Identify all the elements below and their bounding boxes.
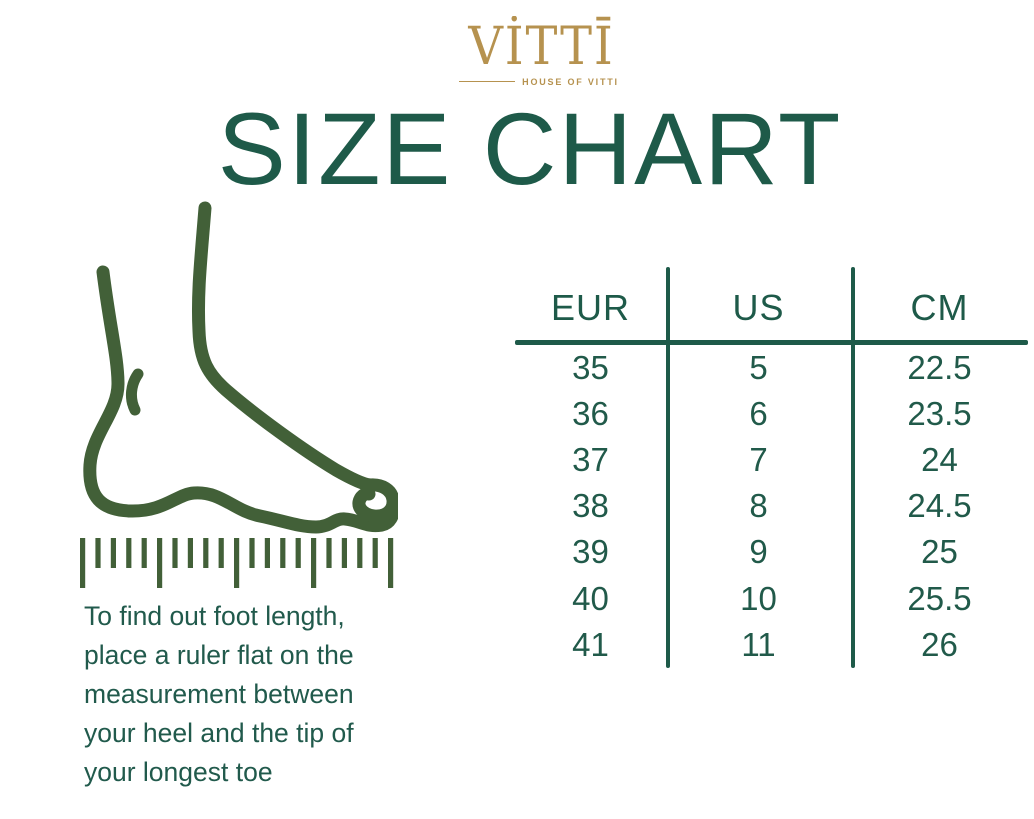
table-cell-cm: 25.5 (907, 579, 972, 617)
tagline-rule (459, 81, 516, 83)
brand-name: VİTTĪ (468, 17, 615, 77)
table-header-us: US (732, 287, 785, 328)
table-divider-right (851, 267, 855, 668)
foot-outline-shin-instep-toe (191, 201, 398, 523)
ankle-mark (125, 368, 144, 416)
table-cell-eur: 41 (572, 625, 609, 663)
table-cell-us: 6 (749, 395, 768, 433)
table-cell-eur: 38 (572, 487, 609, 525)
table-header-cm: CM (910, 287, 969, 328)
table-cell-us: 10 (740, 579, 777, 617)
table-cell-cm: 22.5 (907, 349, 972, 387)
table-cell-eur: 37 (572, 441, 609, 479)
instruction-line: measurement between (84, 679, 354, 709)
table-cell-us: 7 (749, 441, 768, 479)
table-cell-cm: 23.5 (907, 395, 972, 433)
size-table-grid: EUR US CM 35 5 22.5 36 6 23.5 37 7 24 38… (515, 267, 1028, 668)
instruction-line: place a ruler flat on the (84, 640, 354, 670)
table-cell-us: 9 (749, 533, 768, 571)
table-cell-cm: 24 (921, 441, 958, 479)
table-cell-us: 5 (749, 349, 768, 387)
page-title: SIZE CHART (217, 92, 843, 206)
ruler-ticks (79, 538, 394, 588)
table-cell-eur: 36 (572, 395, 609, 433)
brand-logo: VİTTĪ HOUSE OF VITTI (0, 20, 1034, 87)
brand-logo-inner: VİTTĪ HOUSE OF VITTI (459, 20, 621, 87)
table-divider-left (666, 267, 670, 668)
table-cell-cm: 24.5 (907, 487, 972, 525)
table-cell-us: 8 (749, 487, 768, 525)
foot-ruler-icon (79, 201, 398, 588)
table-cell-cm: 26 (921, 625, 958, 663)
instruction-line: your heel and the tip of (84, 718, 354, 748)
table-cell-us: 11 (741, 625, 776, 663)
instruction-text: To find out foot length, place a ruler f… (84, 597, 424, 792)
foot-outline-back-heel-sole (83, 265, 398, 534)
table-cell-eur: 40 (572, 579, 609, 617)
table-cell-cm: 25 (921, 533, 958, 571)
table-cell-eur: 35 (572, 349, 609, 387)
brand-tagline: HOUSE OF VITTI (522, 76, 619, 87)
instruction-line: your longest toe (84, 757, 273, 787)
instruction-line: To find out foot length, (84, 601, 345, 631)
table-header-rule (515, 340, 1028, 345)
table-header-eur: EUR (550, 287, 630, 328)
size-table: EUR US CM 35 5 22.5 36 6 23.5 37 7 24 38… (515, 267, 1028, 668)
brand-tagline-row: HOUSE OF VITTI (459, 77, 619, 87)
table-cell-eur: 39 (572, 533, 609, 571)
